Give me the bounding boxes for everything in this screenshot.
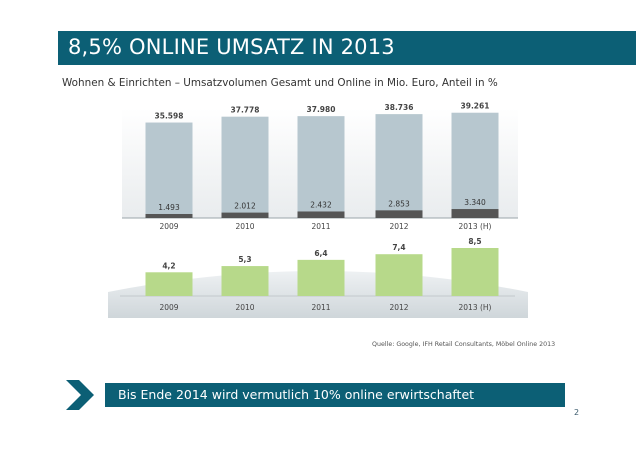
- total-bar: [375, 114, 423, 218]
- x-tick-label: 2009: [159, 303, 178, 312]
- x-tick-label: 2012: [389, 222, 408, 231]
- source-note: Quelle: Google, IFH Retail Consultants, …: [372, 341, 556, 348]
- share-bar: [375, 254, 423, 296]
- total-bar: [451, 112, 499, 218]
- share-value-label: 6,4: [314, 249, 327, 258]
- online-bar: [375, 210, 423, 218]
- total-bar: [221, 116, 269, 218]
- total-value-label: 38.736: [385, 103, 414, 112]
- share-bar: [221, 266, 269, 296]
- online-value-label: 2.012: [234, 202, 256, 211]
- online-value-label: 1.493: [158, 203, 180, 212]
- page-number: 2: [574, 408, 580, 417]
- share-bar: [145, 272, 193, 296]
- total-online-bar-group: 35.598 1.493 2009 37.778 2.012 2010 37.980 2.43…: [145, 102, 499, 231]
- total-value-label: 35.598: [155, 112, 184, 121]
- share-value-label: 8,5: [468, 237, 481, 246]
- share-value-label: 4,2: [162, 261, 175, 270]
- online-bar: [451, 209, 499, 218]
- x-tick-label: 2011: [311, 222, 330, 231]
- x-tick-label: 2013 (H): [459, 222, 492, 231]
- x-tick-label: 2009: [159, 222, 178, 231]
- share-value-label: 7,4: [392, 243, 405, 252]
- x-tick-label: 2010: [235, 303, 254, 312]
- total-value-label: 37.778: [231, 106, 260, 115]
- online-value-label: 2.432: [310, 200, 332, 209]
- total-bar: [297, 116, 345, 218]
- x-tick-label: 2012: [389, 303, 408, 312]
- callout-bar: Bis Ende 2014 wird vermutlich 10% online…: [105, 383, 565, 407]
- page-title: 8,5% ONLINE UMSATZ IN 2013: [68, 35, 395, 59]
- share-bar: [297, 259, 345, 296]
- online-value-label: 3.340: [464, 198, 486, 207]
- online-bar: [145, 213, 193, 218]
- total-bar: [145, 122, 193, 218]
- total-value-label: 39.261: [461, 102, 490, 111]
- online-bar: [297, 211, 345, 218]
- title-bar: 8,5% ONLINE UMSATZ IN 2013: [58, 31, 636, 65]
- online-bar: [221, 212, 269, 218]
- x-tick-label: 2010: [235, 222, 254, 231]
- online-value-label: 2.853: [388, 199, 410, 208]
- x-tick-label: 2011: [311, 303, 330, 312]
- x-tick-label: 2013 (H): [459, 303, 492, 312]
- chart-subtitle: Wohnen & Einrichten – Umsatzvolumen Gesa…: [62, 77, 498, 89]
- chevron-right-icon: [66, 380, 94, 410]
- share-value-label: 5,3: [238, 255, 251, 264]
- share-bar: [451, 248, 499, 296]
- online-share-bar-group: 4,2 2009 5,3 2010 6,4 2011 7,4 2012 8,5 2013 (H): [145, 237, 499, 312]
- callout-text: Bis Ende 2014 wird vermutlich 10% online…: [118, 387, 475, 402]
- total-value-label: 37.980: [307, 105, 336, 114]
